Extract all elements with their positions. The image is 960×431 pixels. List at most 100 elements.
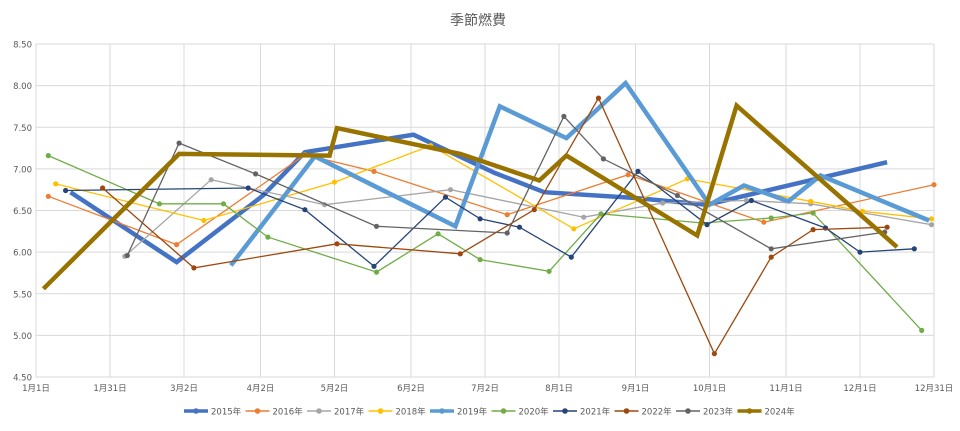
data-point [176, 140, 182, 146]
legend-marker [685, 408, 691, 414]
data-point [595, 95, 602, 101]
data-point [191, 265, 197, 271]
data-point [302, 207, 308, 213]
axes: 4.50 5.00 5.50 6.00 6.50 7.00 7.50 8.00 8.50 1月1日… [13, 41, 953, 395]
legend-item: 2015年 [184, 407, 242, 418]
data-point [334, 241, 340, 247]
legend-item: 2016年 [245, 407, 303, 418]
data-point [919, 327, 925, 333]
x-tick-label: 4月2日 [247, 384, 275, 394]
legend-marker [254, 408, 261, 414]
x-tick-label: 1月1日 [22, 384, 50, 394]
data-point [265, 234, 271, 240]
y-tick-label: 7.00 [13, 165, 32, 175]
legend-item: 2020年 [491, 407, 550, 418]
data-point [516, 224, 523, 230]
y-tick-label: 7.50 [13, 124, 32, 134]
data-point [124, 252, 130, 259]
data-point [808, 198, 814, 204]
data-point [371, 263, 377, 269]
legend-label: 2024年 [765, 407, 796, 418]
data-point [625, 172, 631, 178]
data-point [531, 207, 537, 213]
y-tick-label: 8.00 [13, 82, 32, 92]
data-point [100, 185, 106, 191]
data-point [504, 230, 510, 236]
data-point [810, 227, 816, 233]
data-point [331, 179, 338, 185]
data-point [447, 187, 454, 193]
data-point [928, 222, 935, 228]
legend-marker [193, 408, 199, 414]
legend-item: 2019年 [430, 407, 488, 418]
data-point [53, 181, 59, 187]
x-tick-label: 8月1日 [545, 384, 573, 394]
data-point [768, 246, 774, 252]
x-tick-label: 5月2日 [321, 384, 349, 394]
series-line [41, 101, 899, 291]
x-tick-label: 7月2日 [471, 384, 499, 394]
data-point [931, 182, 937, 188]
legend-label: 2019年 [457, 407, 488, 418]
data-point [201, 217, 207, 224]
data-point [748, 197, 755, 204]
legend-item: 2023年 [676, 407, 734, 418]
series-line [55, 144, 932, 230]
data-point [810, 210, 816, 216]
y-tick-label: 8.50 [13, 41, 32, 51]
data-point [174, 242, 180, 248]
data-point [45, 153, 51, 159]
legend-label: 2021年 [580, 407, 611, 418]
data-point [208, 177, 214, 183]
y-tick-label: 6.50 [13, 207, 32, 217]
legend-marker [500, 408, 507, 414]
data-point [245, 185, 251, 191]
legend-marker [439, 408, 445, 414]
data-point [911, 246, 917, 252]
data-point [571, 226, 577, 232]
legend-label: 2017年 [334, 407, 365, 418]
x-tick-label: 1月31日 [93, 384, 126, 394]
data-point [568, 254, 574, 260]
x-tick-label: 12月31日 [915, 384, 954, 394]
y-tick-label: 5.00 [13, 332, 32, 342]
data-point [504, 212, 510, 218]
legend-item: 2021年 [553, 407, 611, 418]
data-point [373, 223, 380, 229]
data-point [435, 231, 441, 237]
series-line [48, 153, 935, 246]
series-line [65, 170, 915, 268]
legend-item: 2024年 [737, 407, 796, 418]
x-tick-label: 3月2日 [170, 384, 198, 394]
legend-label: 2023年 [703, 407, 734, 418]
legend-label: 2018年 [396, 407, 427, 418]
legend-label: 2022年 [642, 407, 673, 418]
legend-label: 2020年 [519, 407, 550, 418]
legend-marker [377, 408, 384, 414]
legend-label: 2015年 [211, 407, 242, 418]
series-2023年 [124, 113, 888, 259]
series-2019年 [229, 79, 930, 267]
data-point [928, 216, 935, 222]
x-tick-label: 9月1日 [622, 384, 650, 394]
y-tick-label: 5.50 [13, 290, 32, 300]
data-point [884, 224, 890, 230]
x-tick-label: 12月1日 [843, 384, 876, 394]
series-lines [41, 79, 937, 357]
legend-item: 2017年 [307, 407, 365, 418]
data-point [220, 201, 227, 207]
data-point [857, 249, 863, 255]
data-point [768, 215, 774, 221]
data-point [477, 257, 483, 263]
data-point [711, 351, 718, 357]
data-point [63, 187, 69, 194]
series-2024年 [41, 101, 899, 291]
data-point [45, 193, 51, 199]
data-point [477, 216, 483, 222]
legend-marker [746, 408, 753, 414]
data-point [373, 269, 380, 275]
legend-marker [623, 408, 630, 414]
data-point [600, 156, 607, 162]
